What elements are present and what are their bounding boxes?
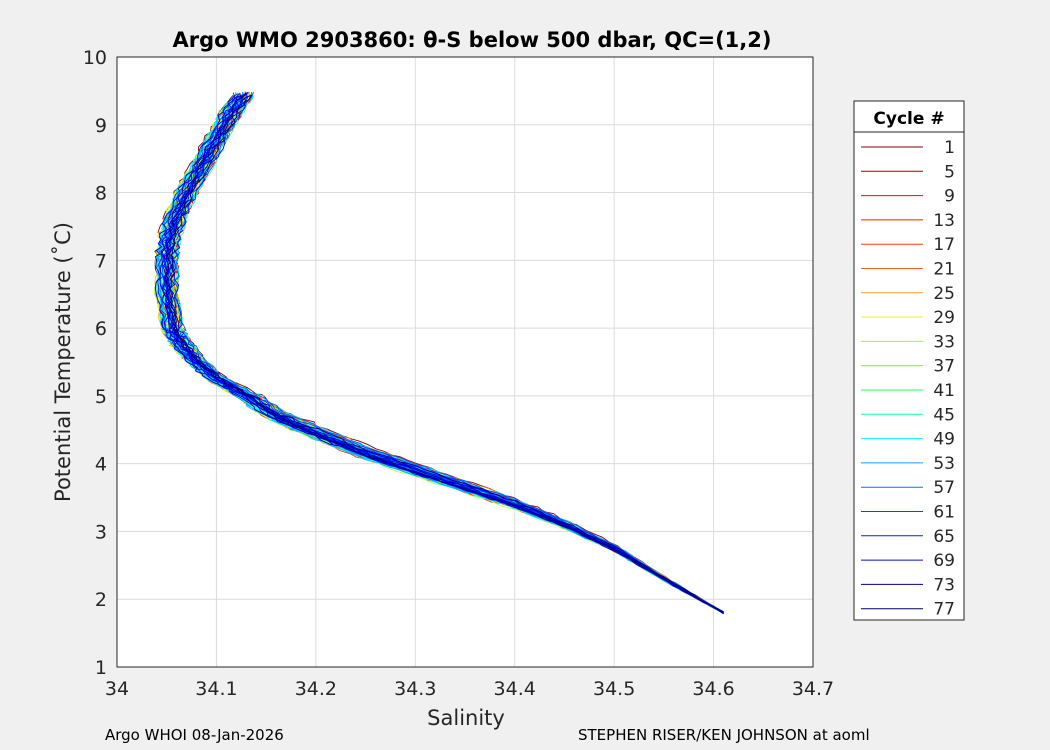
- legend-label: 41: [933, 381, 955, 401]
- legend-label: 69: [933, 551, 955, 571]
- legend: Cycle # 1 5 9 13 17 21 25 29 33 37 41 45 49 53 57 61 65 6…: [853, 100, 965, 621]
- legend-label: 61: [933, 503, 955, 523]
- y-tick-label: 7: [95, 250, 107, 272]
- footer-left: Argo WHOI 08-Jan-2026: [105, 726, 284, 744]
- y-tick-label: 3: [95, 521, 107, 543]
- cycle-73-profile: [168, 94, 724, 613]
- cycle-74-profile: [154, 94, 724, 614]
- x-axis-label: Salinity: [427, 706, 505, 730]
- x-tick-label: 34.5: [593, 678, 635, 700]
- chart-title: Argo WMO 2903860: θ-S below 500 dbar, QC…: [173, 28, 772, 52]
- y-tick-label: 10: [83, 47, 107, 69]
- legend-label: 73: [933, 575, 955, 595]
- cycle-77-profile: [169, 94, 724, 614]
- legend-label: 5: [944, 162, 955, 182]
- legend-label: 17: [933, 235, 955, 255]
- x-tick-label: 34.2: [295, 678, 337, 700]
- legend-label: 33: [933, 332, 955, 352]
- cycle-78-profile: [165, 92, 724, 614]
- y-tick-label: 2: [95, 589, 107, 611]
- x-tick-label: 34.6: [692, 678, 734, 700]
- legend-label: 9: [944, 187, 955, 207]
- legend-box: [853, 100, 965, 621]
- y-tick-label: 8: [95, 183, 107, 205]
- legend-label: 77: [933, 600, 955, 620]
- y-tick-label: 1: [95, 657, 107, 679]
- x-tick-label: 34.7: [792, 678, 834, 700]
- legend-label: 53: [933, 454, 955, 474]
- x-tick-label: 34: [105, 678, 129, 700]
- x-tick-label: 34.3: [394, 678, 436, 700]
- legend-title: Cycle #: [873, 109, 944, 129]
- y-tick-label: 5: [95, 386, 107, 408]
- y-tick-label: 6: [95, 318, 107, 340]
- y-tick-label: 9: [95, 115, 107, 137]
- legend-label: 29: [933, 308, 955, 328]
- legend-label: 21: [933, 260, 955, 280]
- legend-label: 25: [933, 284, 955, 304]
- legend-label: 13: [933, 211, 955, 231]
- tick-labels: 34 34.1 34.2 34.3 34.4 34.5 34.6 34.71234567891…: [83, 47, 834, 700]
- legend-label: 45: [933, 405, 955, 425]
- x-tick-label: 34.1: [195, 678, 237, 700]
- profile-lines: [153, 91, 724, 615]
- y-tick-label: 4: [95, 454, 107, 476]
- legend-label: 57: [933, 478, 955, 498]
- footer-right: STEPHEN RISER/KEN JOHNSON at aoml: [578, 726, 870, 744]
- cycle-71-profile: [161, 92, 724, 615]
- legend-label: 49: [933, 430, 955, 450]
- legend-label: 37: [933, 357, 955, 377]
- legend-label: 1: [944, 138, 955, 158]
- legend-label: 65: [933, 527, 955, 547]
- plot-frame: [116, 56, 814, 668]
- y-axis-label: Potential Temperature (˚C): [51, 222, 75, 502]
- x-tick-label: 34.4: [494, 678, 536, 700]
- plot-area: [117, 57, 813, 667]
